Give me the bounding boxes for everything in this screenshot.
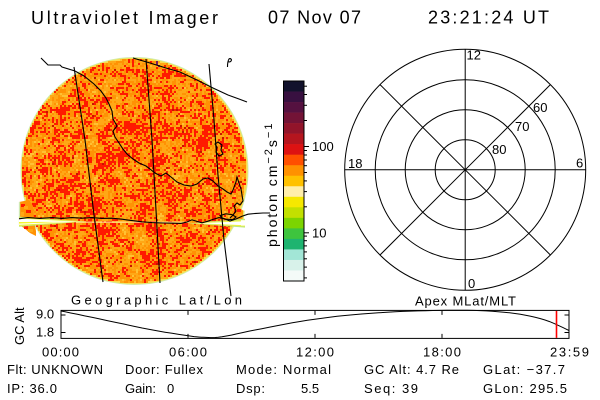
svg-text:photon cm−2s−1: photon cm−2s−1	[263, 122, 280, 247]
svg-text:18: 18	[348, 156, 362, 171]
svg-text:6: 6	[576, 156, 583, 171]
svg-text:IP: 36.0: IP: 36.0	[7, 381, 57, 396]
svg-text:GLon: 295.5: GLon: 295.5	[483, 381, 567, 396]
svg-text:Door: Fullex: Door: Fullex	[125, 362, 204, 377]
svg-text:00:00: 00:00	[42, 345, 79, 360]
svg-text:GC Alt: GC Alt	[12, 307, 27, 345]
svg-text:07 Nov 07: 07 Nov 07	[268, 8, 361, 28]
svg-text:Apex MLat/MLT: Apex MLat/MLT	[415, 294, 516, 309]
svg-text:70: 70	[515, 119, 529, 134]
svg-text:12:00: 12:00	[296, 345, 334, 360]
svg-text:5.5: 5.5	[301, 381, 319, 396]
svg-text:1.8: 1.8	[36, 325, 54, 340]
svg-text:Dsp:: Dsp:	[236, 381, 265, 396]
svg-text:Flt: UNKNOWN: Flt: UNKNOWN	[7, 362, 103, 377]
svg-text:0: 0	[468, 276, 475, 291]
svg-text:23:21:24 UT: 23:21:24 UT	[428, 8, 549, 28]
svg-text:18:00: 18:00	[423, 345, 461, 360]
svg-text:23:59: 23:59	[550, 345, 589, 360]
svg-text:60: 60	[533, 100, 547, 115]
svg-text:GLat: −37.7: GLat: −37.7	[483, 362, 565, 377]
svg-text:Gain:: Gain:	[125, 381, 156, 396]
svg-text:Seq: 39: Seq: 39	[364, 381, 418, 396]
svg-text:GC Alt: 4.7 Re: GC Alt: 4.7 Re	[364, 362, 459, 377]
svg-text:12: 12	[467, 48, 481, 63]
svg-text:9.0: 9.0	[36, 307, 54, 322]
svg-text:06:00: 06:00	[169, 345, 207, 360]
svg-text:100: 100	[312, 139, 334, 154]
svg-text:10: 10	[312, 226, 326, 241]
svg-text:Geographic Lat/Lon: Geographic Lat/Lon	[71, 293, 242, 308]
svg-text:80: 80	[492, 142, 506, 157]
svg-text:0: 0	[167, 381, 174, 396]
svg-text:Mode: Normal: Mode: Normal	[236, 362, 331, 377]
